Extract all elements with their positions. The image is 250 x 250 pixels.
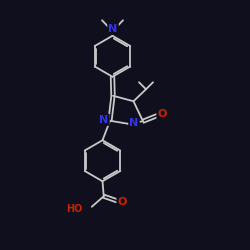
Text: HO: HO: [66, 204, 83, 214]
Text: N: N: [108, 24, 118, 34]
Text: O: O: [118, 197, 127, 207]
Text: N: N: [130, 118, 138, 128]
Text: O: O: [158, 109, 167, 119]
Text: N: N: [99, 115, 108, 125]
